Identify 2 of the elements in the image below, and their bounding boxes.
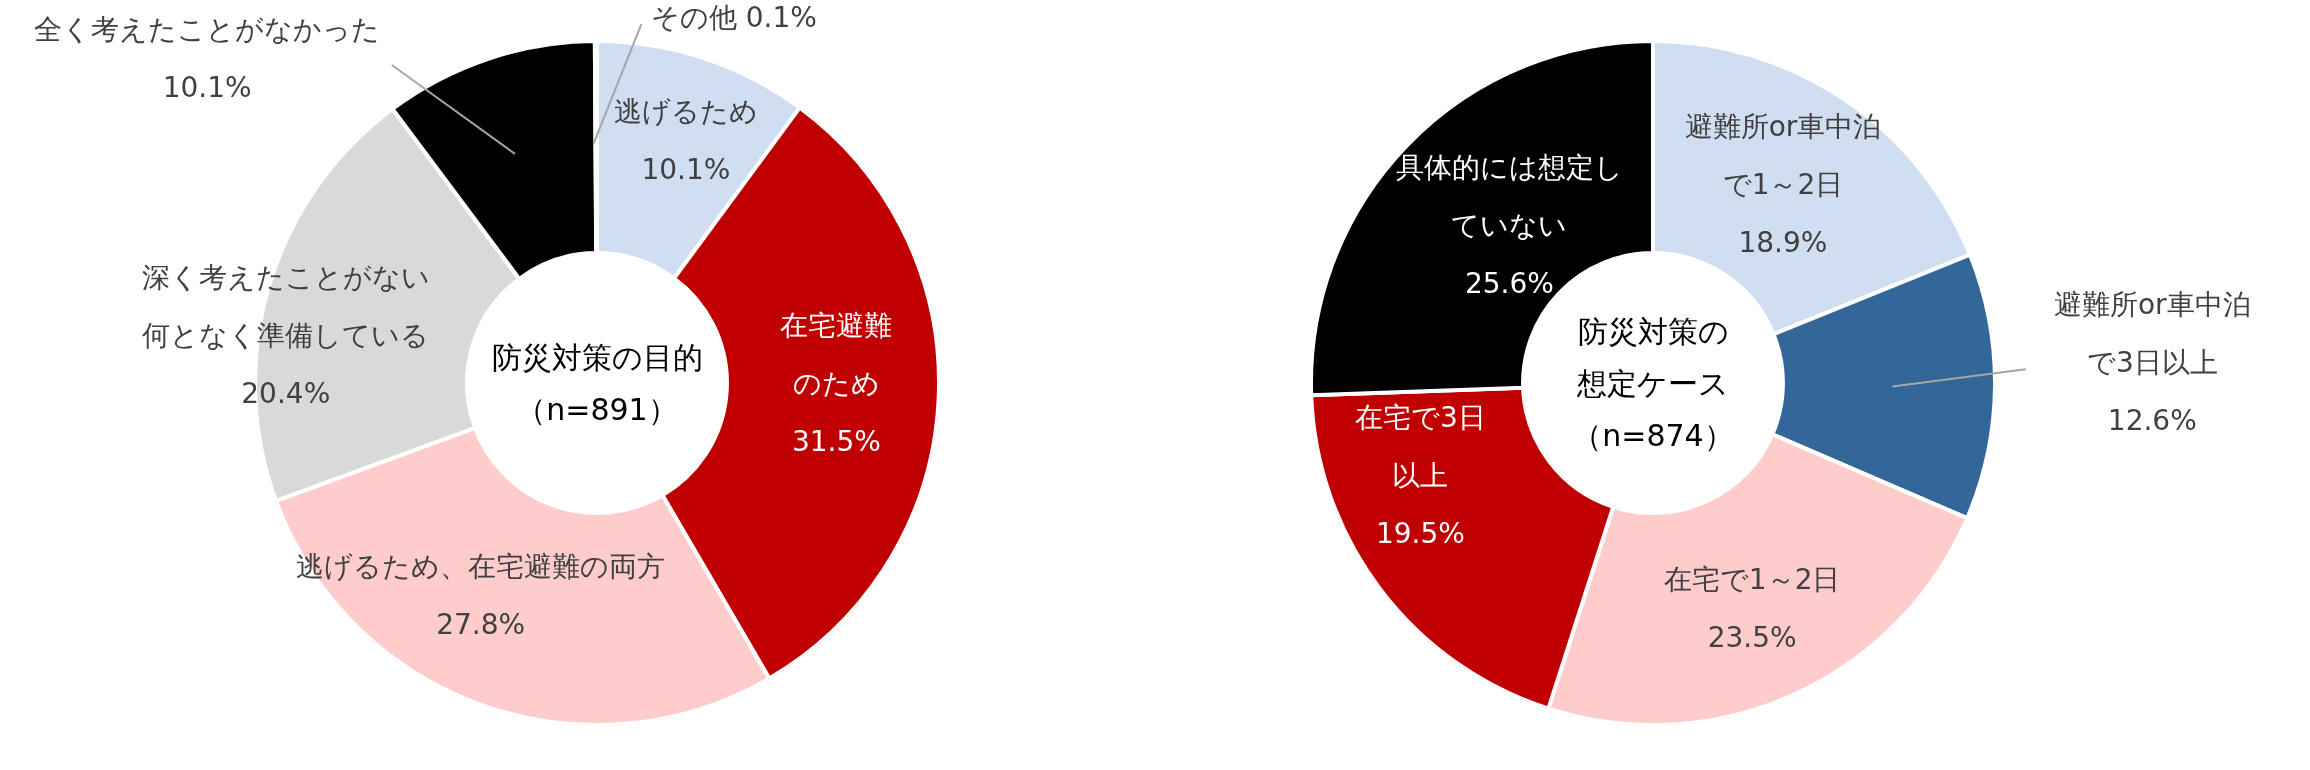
title: 防災対策の目的（n=891） [491, 339, 703, 427]
title: 防災対策の想定ケース（n=874） [1572, 313, 1734, 453]
